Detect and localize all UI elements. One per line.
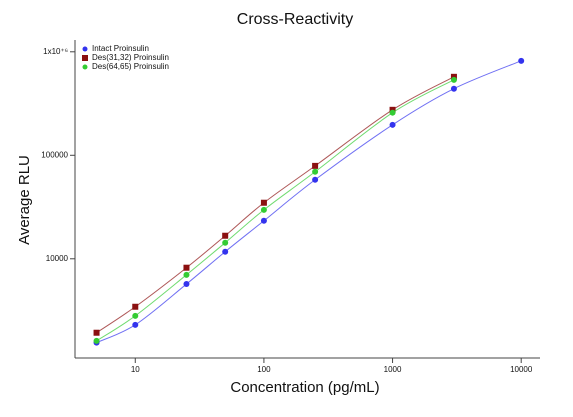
point	[93, 337, 100, 344]
point	[312, 162, 319, 169]
x-tick-label: 100	[257, 365, 271, 374]
fit-curve	[96, 60, 522, 344]
point	[132, 321, 139, 328]
x-tick-label: 1000	[384, 365, 402, 374]
point	[260, 206, 267, 213]
legend-marker	[82, 46, 88, 52]
legend-marker	[82, 55, 88, 61]
legend-label: Des(31,32) Proinsulin	[92, 53, 169, 62]
point	[132, 312, 139, 319]
y-tick-label: 100000	[41, 150, 68, 159]
point	[260, 199, 267, 206]
x-tick-label: 10	[131, 365, 140, 374]
legend-label: Intact Proinsulin	[92, 44, 149, 53]
point	[450, 73, 457, 80]
point	[183, 271, 190, 278]
fit-curve	[96, 76, 455, 334]
point	[450, 85, 457, 92]
point	[183, 264, 190, 271]
point	[389, 121, 396, 128]
point	[312, 176, 319, 183]
point	[450, 76, 457, 83]
point	[93, 329, 100, 336]
point	[518, 57, 525, 64]
point	[222, 248, 229, 255]
legend-marker	[82, 64, 88, 70]
point	[222, 239, 229, 246]
y-tick-label: 1x10⁺⁶	[43, 47, 68, 56]
point	[312, 168, 319, 175]
point	[132, 303, 139, 310]
point	[183, 281, 190, 288]
legend-label: Des(64,65) Proinsulin	[92, 62, 169, 71]
point	[389, 109, 396, 116]
x-axis-label: Concentration (pg/mL)	[230, 379, 379, 396]
chart-title: Cross-Reactivity	[237, 11, 353, 28]
fit-curve	[96, 79, 455, 342]
y-tick-label: 10000	[46, 254, 69, 263]
y-axis-label: Average RLU	[16, 155, 33, 245]
point	[260, 217, 267, 224]
x-tick-label: 10000	[510, 365, 533, 374]
point	[222, 232, 229, 239]
